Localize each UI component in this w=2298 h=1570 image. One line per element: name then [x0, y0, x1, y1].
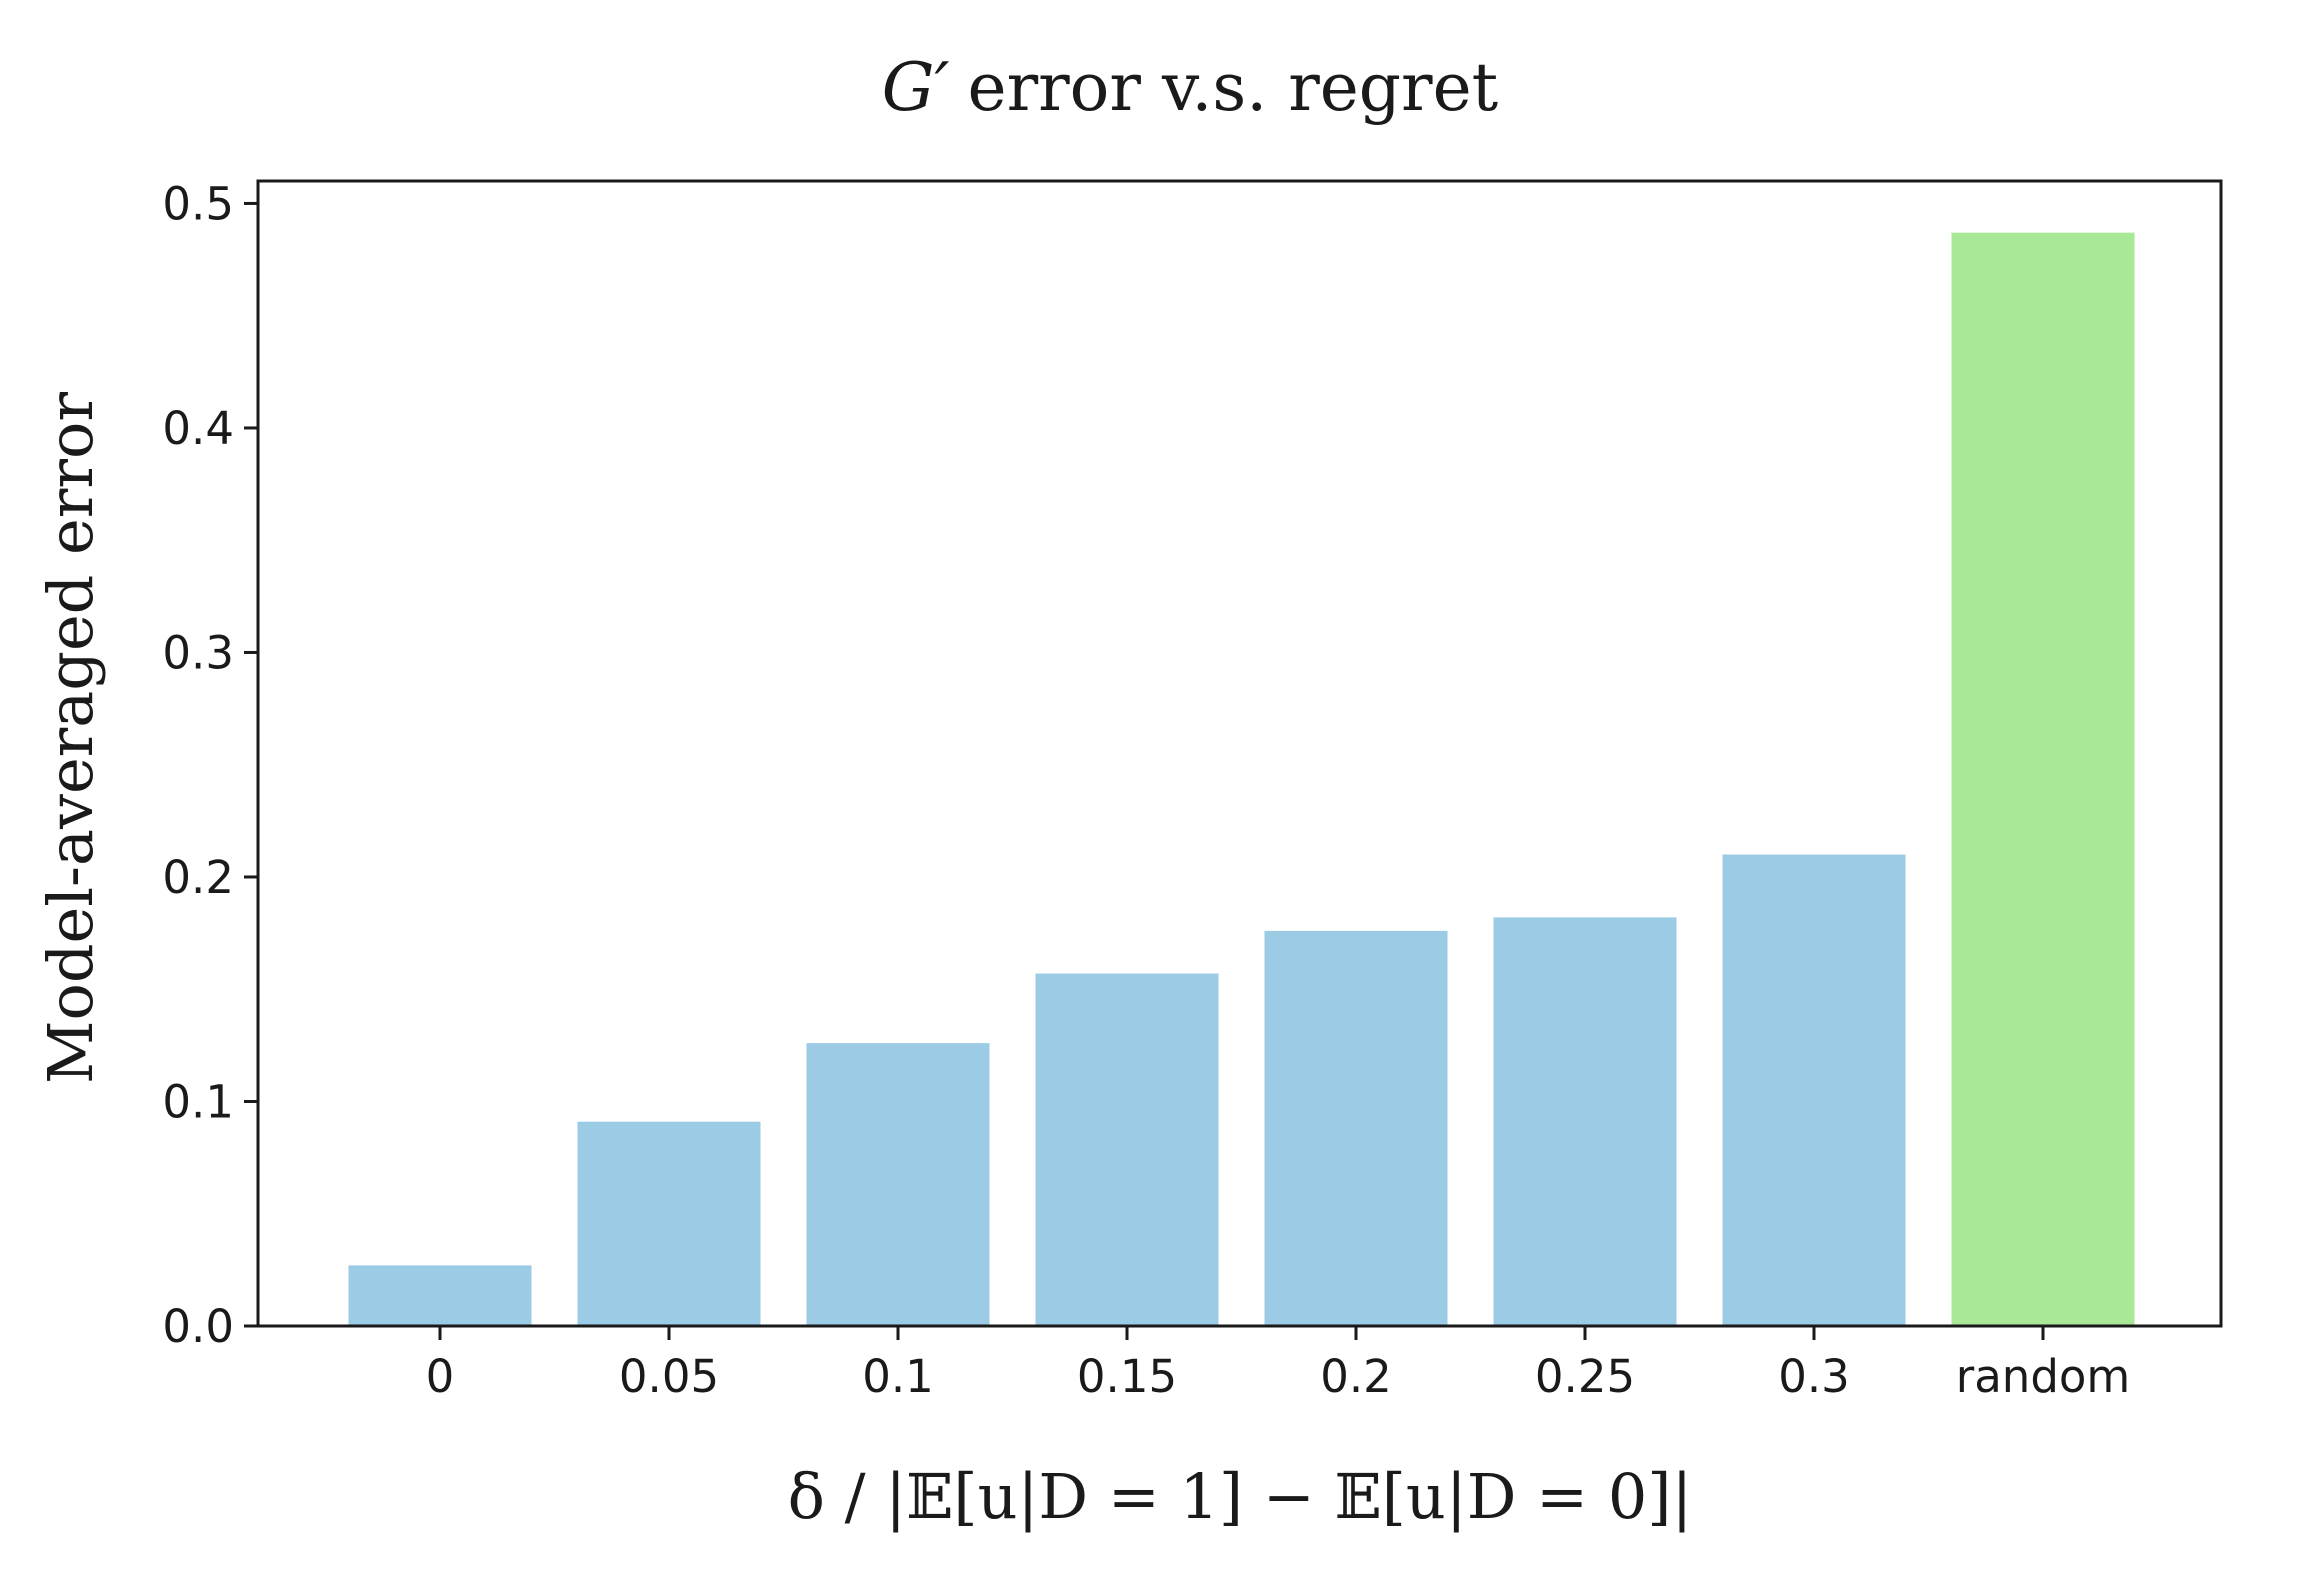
x-tick-label: 0.1 [862, 1350, 934, 1403]
bars-group [348, 232, 2135, 1327]
y-axis-ticks: 0.0 0.1 0.2 0.3 0.4 0.5 [162, 177, 258, 1353]
y-tick-label: 0.3 [162, 626, 234, 679]
bar-0.25 [1493, 917, 1677, 1326]
plot-frame [256, 179, 2223, 1328]
x-axis-ticks: 0 0.05 0.1 0.15 0.2 0.25 0.3 random [426, 1326, 2131, 1403]
y-tick-label: 0.1 [162, 1075, 234, 1128]
x-tick-label: 0.25 [1535, 1350, 1635, 1403]
x-tick-label: 0.3 [1778, 1350, 1850, 1403]
y-tick-label: 0.4 [162, 402, 234, 455]
y-axis-label: Model-averaged error [34, 392, 107, 1084]
bar-0.1 [806, 1043, 990, 1326]
chart-title: G′ error v.s. regret [882, 49, 1498, 126]
y-tick-label: 0.2 [162, 851, 234, 904]
x-tick-label: 0 [426, 1350, 455, 1403]
x-tick-label: 0.15 [1077, 1350, 1177, 1403]
x-tick-label: 0.2 [1320, 1350, 1392, 1403]
bar-0.2 [1264, 930, 1448, 1326]
bar-0.3 [1722, 854, 1906, 1326]
bar-0.05 [577, 1121, 761, 1326]
chart-title-symbol: G′ [882, 49, 950, 126]
bar-0 [348, 1265, 532, 1326]
x-tick-label: 0.05 [619, 1350, 719, 1403]
x-tick-label: random [1956, 1350, 2131, 1403]
bar-0.15 [1035, 973, 1219, 1326]
chart-title-rest: error v.s. regret [968, 49, 1499, 126]
bar-random [1951, 232, 2135, 1327]
y-tick-label: 0.0 [162, 1300, 234, 1353]
y-tick-label: 0.5 [162, 177, 234, 230]
x-axis-label: δ / |𝔼[u|D = 1] − 𝔼[u|D = 0]| [788, 1460, 1693, 1533]
